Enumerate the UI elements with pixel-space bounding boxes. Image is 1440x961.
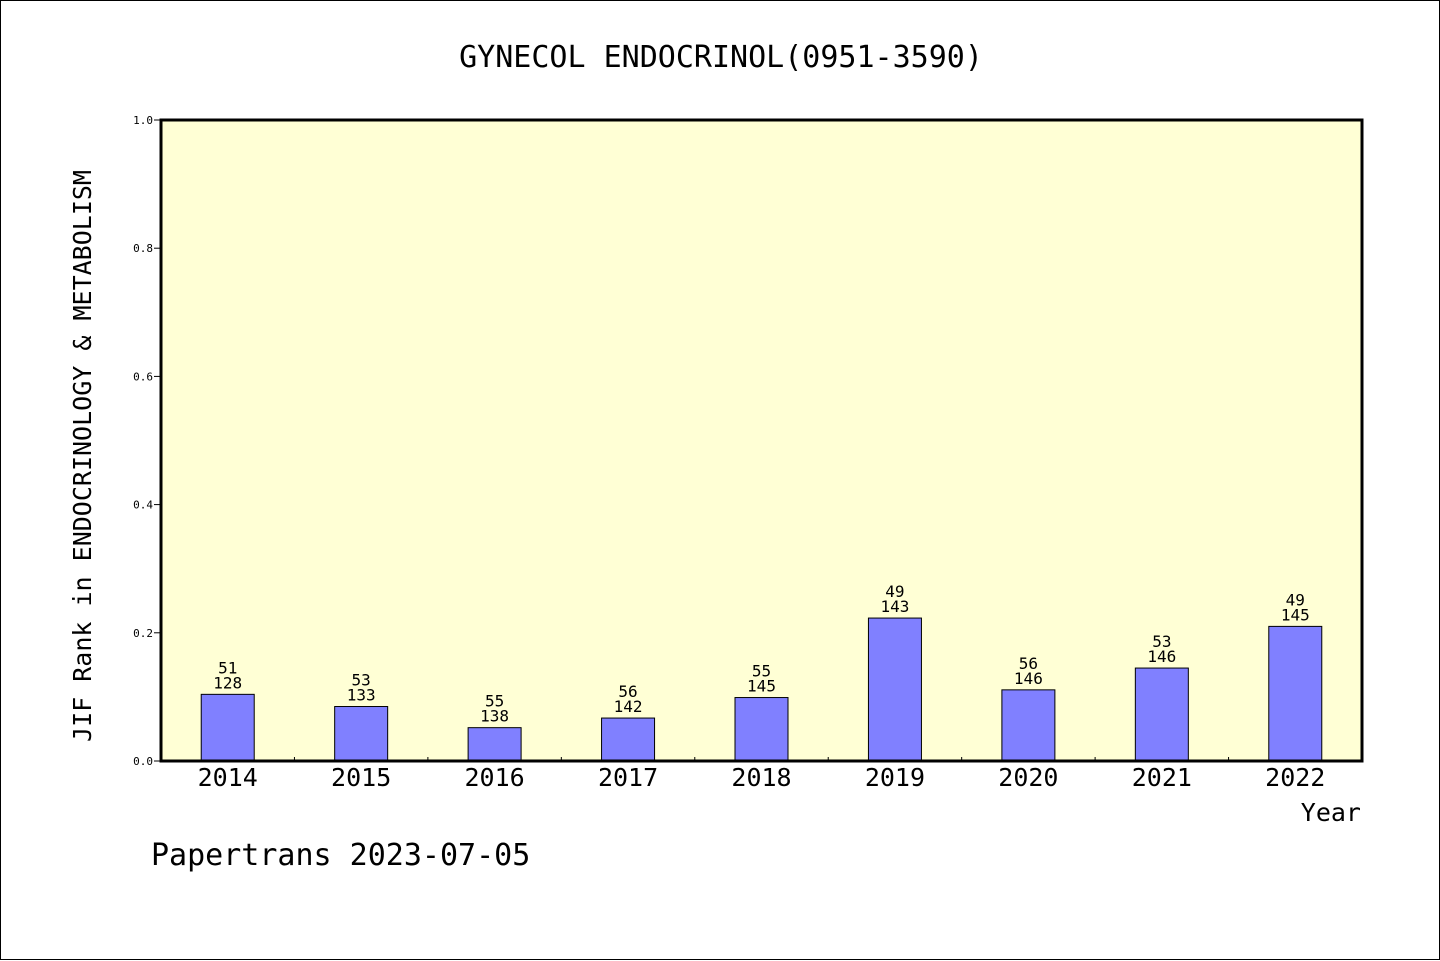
x-axis: 2014 2015 2016 2017 2018 2019 2020 2021 2022: [198, 757, 1325, 792]
bar-rank-label: 53: [1152, 632, 1171, 651]
bar: [1134, 667, 1189, 762]
y-tick-label: 0.4: [133, 499, 153, 512]
bar-series: [200, 617, 1323, 762]
x-tick-label: 2015: [331, 763, 391, 792]
y-tick-label: 0.6: [133, 370, 153, 383]
bar-rank-label: 49: [885, 582, 904, 601]
bar-total-label: 133: [347, 686, 376, 705]
y-tick-label: 0.0: [133, 755, 153, 768]
bar-rank-label: 56: [618, 682, 637, 701]
bar-total-label: 146: [1014, 669, 1043, 688]
x-tick-label: 2018: [731, 763, 791, 792]
y-tick-label: 1.0: [133, 114, 153, 127]
bar-rank-label: 49: [1286, 590, 1305, 609]
bar-total-label: 145: [1281, 605, 1310, 624]
bar-total-label: 128: [213, 673, 242, 692]
bar-rank-label: 51: [218, 658, 237, 677]
bar: [1001, 689, 1056, 762]
bar: [1268, 625, 1323, 762]
footer-text: Papertrans 2023-07-05: [151, 838, 530, 873]
x-tick-label: 2021: [1132, 763, 1192, 792]
x-tick-label: 2016: [465, 763, 525, 792]
bar-total-label: 138: [480, 707, 509, 726]
bar: [734, 697, 789, 762]
chart-title: GYNECOL ENDOCRINOL(0951-3590): [459, 40, 983, 75]
bar-total-label: 146: [1147, 647, 1176, 666]
bar: [601, 717, 656, 762]
bar-rank-label: 56: [1019, 654, 1038, 673]
bar: [334, 706, 389, 762]
bar: [867, 617, 922, 762]
bar: [467, 727, 522, 762]
bar-total-label: 142: [614, 697, 643, 716]
bar-rank-label: 55: [752, 662, 771, 681]
bar-rank-label: 55: [485, 692, 504, 711]
bar-total-label: 145: [747, 677, 776, 696]
bar: [200, 693, 255, 762]
y-axis-title: JIF Rank in ENDOCRINOLOGY & METABOLISM: [68, 170, 97, 742]
plot-border: [159, 118, 1364, 763]
y-axis: 0.0 0.2 0.4 0.6 0.8 1.0: [133, 114, 161, 768]
x-tick-label: 2017: [598, 763, 658, 792]
x-tick-label: 2019: [865, 763, 925, 792]
x-tick-label: 2022: [1265, 763, 1325, 792]
bar-rank-label: 53: [352, 671, 371, 690]
bar-total-label: 143: [880, 597, 909, 616]
y-tick-label: 0.8: [133, 242, 153, 255]
x-axis-title: Year: [1301, 798, 1361, 827]
x-tick-label: 2020: [998, 763, 1058, 792]
x-tick-label: 2014: [198, 763, 258, 792]
plot-area: [161, 120, 1362, 761]
y-tick-label: 0.2: [133, 627, 153, 640]
